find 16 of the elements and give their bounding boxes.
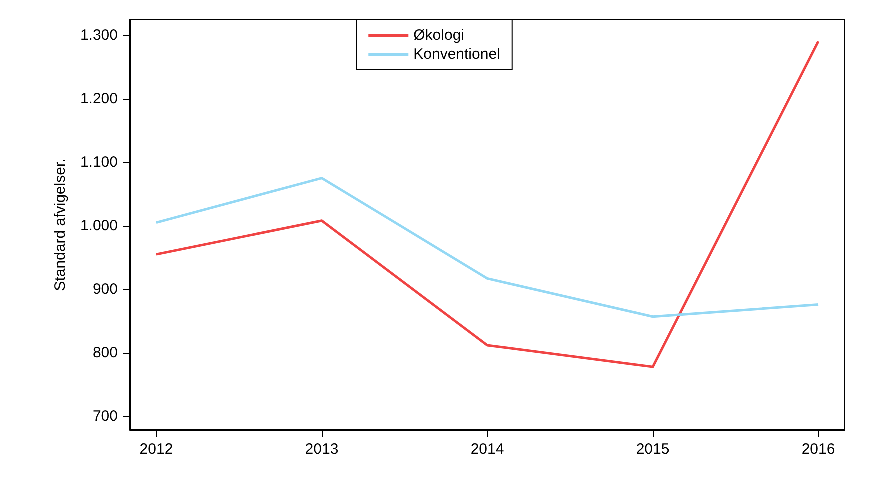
- legend-label: Økologi: [414, 27, 464, 44]
- line-series: [155, 177, 820, 318]
- y-tick-label: 1.300: [80, 26, 118, 44]
- y-axis-title: Standard afvigelser.: [52, 158, 69, 292]
- legend-label: Konventionel: [414, 46, 500, 63]
- y-tick-label: 700: [92, 408, 118, 426]
- x-tick-label: 2014: [470, 441, 504, 458]
- y-tick-label: 800: [92, 344, 118, 362]
- y-tick-label: 1.200: [80, 90, 118, 108]
- y-tick-label: 900: [92, 281, 118, 298]
- x-tick-label: 2012: [140, 441, 174, 458]
- x-tick-label: 2013: [305, 441, 339, 458]
- y-tick-label: 1.100: [80, 154, 118, 171]
- y-tick-label: 1.000: [80, 217, 118, 234]
- x-tick-label: 2016: [802, 441, 836, 458]
- x-tick-label: 2015: [636, 441, 670, 458]
